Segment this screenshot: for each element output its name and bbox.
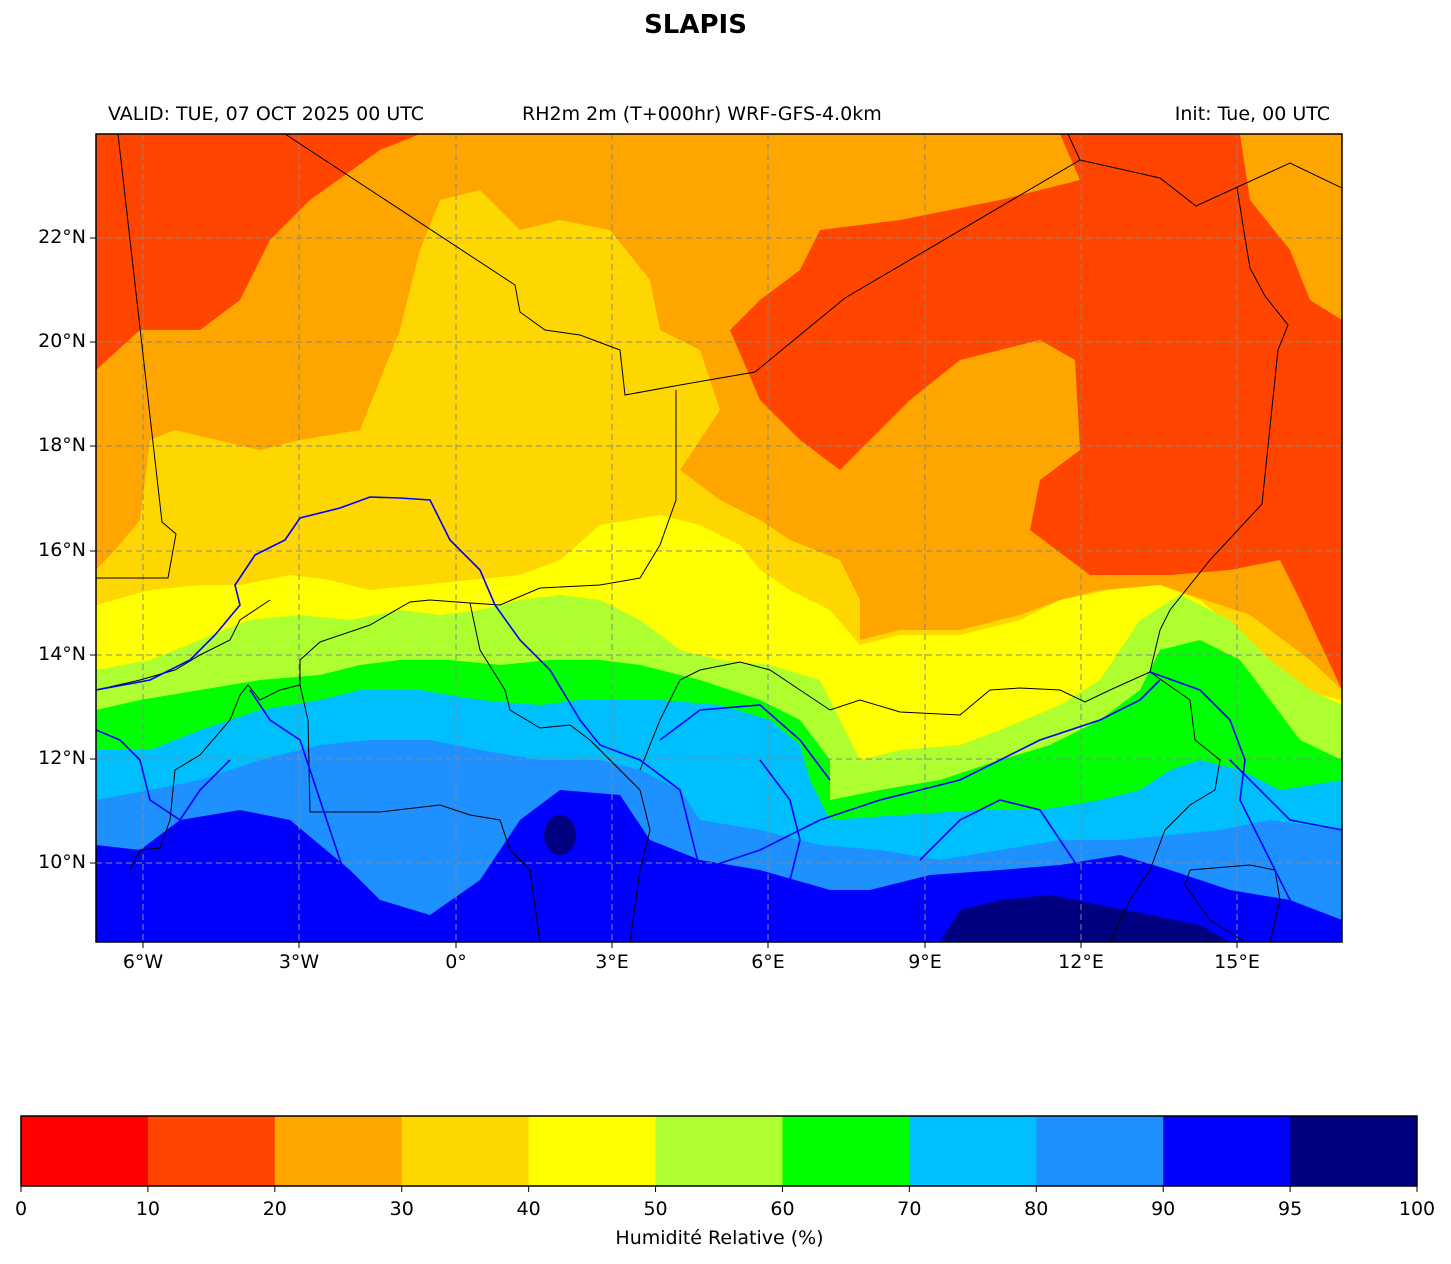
colorbar-segment-90-95 [1163, 1116, 1291, 1186]
colorbar-tick-label-10: 10 [135, 1198, 160, 1220]
bani-river [96, 729, 231, 822]
colorbar-tick-label-100: 100 [1398, 1198, 1436, 1220]
colorbar-segment-0-10 [21, 1116, 149, 1186]
lon-label-12e: 12°E [1058, 951, 1104, 973]
lon-label-3e: 3°E [595, 951, 629, 973]
tick-marks [90, 237, 1238, 948]
humidity-field [96, 134, 1342, 942]
valid-time-label: VALID: TUE, 07 OCT 2025 00 UTC [108, 103, 424, 125]
colorbar-segment-95-100 [1290, 1116, 1418, 1186]
benue-river [699, 679, 1161, 871]
lat-label-12: 12°N [38, 747, 86, 769]
lat-label-10: 10°N [38, 851, 86, 873]
colorbar-segment-20-30 [274, 1116, 403, 1186]
lon-label-6w: 6°W [122, 951, 164, 973]
lon-label-0: 0° [445, 951, 467, 973]
colorbar-tick-label-20: 20 [262, 1198, 287, 1220]
logone-river [1229, 759, 1342, 831]
lon-label-6e: 6°E [751, 951, 785, 973]
colorbar-tick-label-95: 95 [1277, 1198, 1303, 1220]
rivers [96, 496, 1342, 942]
colorbar-tick-label-50: 50 [643, 1198, 668, 1220]
band-20-30-east [1240, 134, 1342, 320]
kaduna-river [759, 759, 801, 942]
komadugu-river [1149, 671, 1301, 921]
colorbar-segment-40-50 [528, 1116, 657, 1186]
colorbar-tick-label-30: 30 [389, 1198, 414, 1220]
colorbar-segment-80-90 [1036, 1116, 1164, 1186]
colorbar-tick-label-80: 80 [1024, 1198, 1049, 1220]
chari-river [919, 799, 1101, 901]
niger-river [96, 496, 721, 901]
colorbar-segment-60-70 [782, 1116, 910, 1186]
sokoto-river [659, 704, 831, 781]
lat-label-22: 22°N [38, 226, 86, 248]
lat-label-16: 16°N [38, 539, 86, 561]
map-frame [95, 133, 1343, 943]
gridlines [96, 134, 1342, 942]
colorbar [20, 1115, 1418, 1192]
colorbar-tick-label-70: 70 [897, 1198, 922, 1220]
band-95-100 [940, 895, 1230, 942]
volta-river [249, 689, 361, 921]
lat-label-18: 18°N [38, 434, 86, 456]
colorbar-tick-label-90: 90 [1151, 1198, 1176, 1220]
lon-label-9e: 9°E [908, 951, 942, 973]
lat-label-20: 20°N [38, 330, 86, 352]
band-95-100-patch [544, 815, 576, 855]
lon-label-15e: 15°E [1214, 951, 1260, 973]
colorbar-tick-label-40: 40 [516, 1198, 541, 1220]
lat-label-14: 14°N [38, 643, 86, 665]
colorbar-segment-30-40 [401, 1116, 530, 1186]
lon-label-3w: 3°W [278, 951, 320, 973]
colorbar-segment-70-80 [909, 1116, 1037, 1186]
colorbar-segment-10-20 [147, 1116, 276, 1186]
colorbar-title: Humidité Relative (%) [615, 1227, 824, 1249]
colorbar-tick-label-60: 60 [770, 1198, 795, 1220]
map-title: SLAPIS [644, 10, 747, 40]
colorbar-tick-label-0: 0 [14, 1198, 28, 1220]
colorbar-segment-50-60 [655, 1116, 783, 1186]
init-time-label: Init: Tue, 00 UTC [1174, 103, 1330, 125]
product-label: RH2m 2m (T+000hr) WRF-GFS-4.0km [522, 103, 882, 125]
country-boundaries [96, 134, 1342, 942]
colorbar-frame [20, 1115, 1418, 1187]
